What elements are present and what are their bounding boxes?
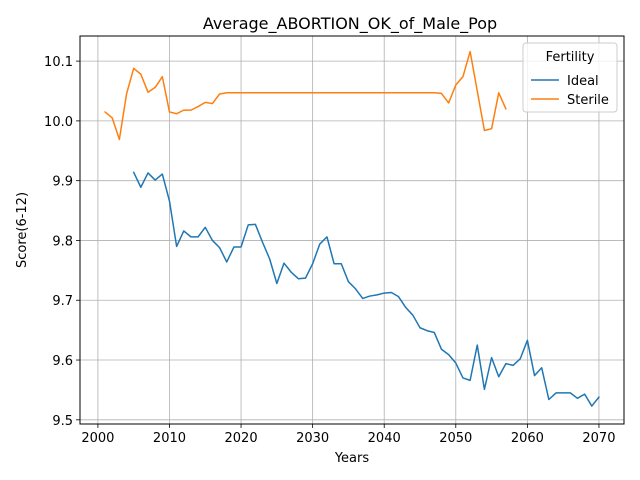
y-tick-label: 10.0 [44, 115, 73, 130]
chart-title: Average_ABORTION_OK_of_Male_Pop [203, 14, 497, 34]
series-line-ideal [132, 171, 600, 407]
series-line-sterile [104, 50, 507, 141]
y-tick-label: 9.5 [52, 414, 73, 429]
y-tick-label: 10.1 [44, 55, 73, 70]
legend-box [522, 42, 618, 113]
y-tick-label: 9.9 [52, 175, 73, 190]
x-tick-label: 2060 [511, 431, 544, 446]
y-tick-label: 9.7 [52, 294, 73, 309]
legend-label-sterile: Sterile [567, 93, 609, 108]
legend-label-ideal: Ideal [567, 74, 599, 89]
x-axis-title: Years [334, 451, 370, 466]
x-tick-label: 2050 [439, 431, 472, 446]
x-tick-label: 2000 [81, 431, 114, 446]
x-tick-label: 2020 [225, 431, 258, 446]
y-axis-title: Score(6-12) [15, 192, 30, 268]
x-tick-label: 2040 [368, 431, 401, 446]
x-tick-label: 2030 [296, 431, 329, 446]
y-tick-label: 9.6 [52, 354, 73, 369]
x-tick-label: 2010 [153, 431, 186, 446]
plot-frame [79, 35, 625, 425]
y-tick-label: 9.8 [52, 234, 73, 249]
legend-title: Fertility [546, 50, 595, 65]
x-tick-label: 2070 [582, 431, 615, 446]
axis-ticks: 2000 2010 2020 2030 2040 2050 2060 2070 9.5 9.6 9.… [44, 55, 615, 446]
series-lines [104, 50, 600, 407]
legend: Fertility Ideal Sterile [522, 42, 618, 113]
